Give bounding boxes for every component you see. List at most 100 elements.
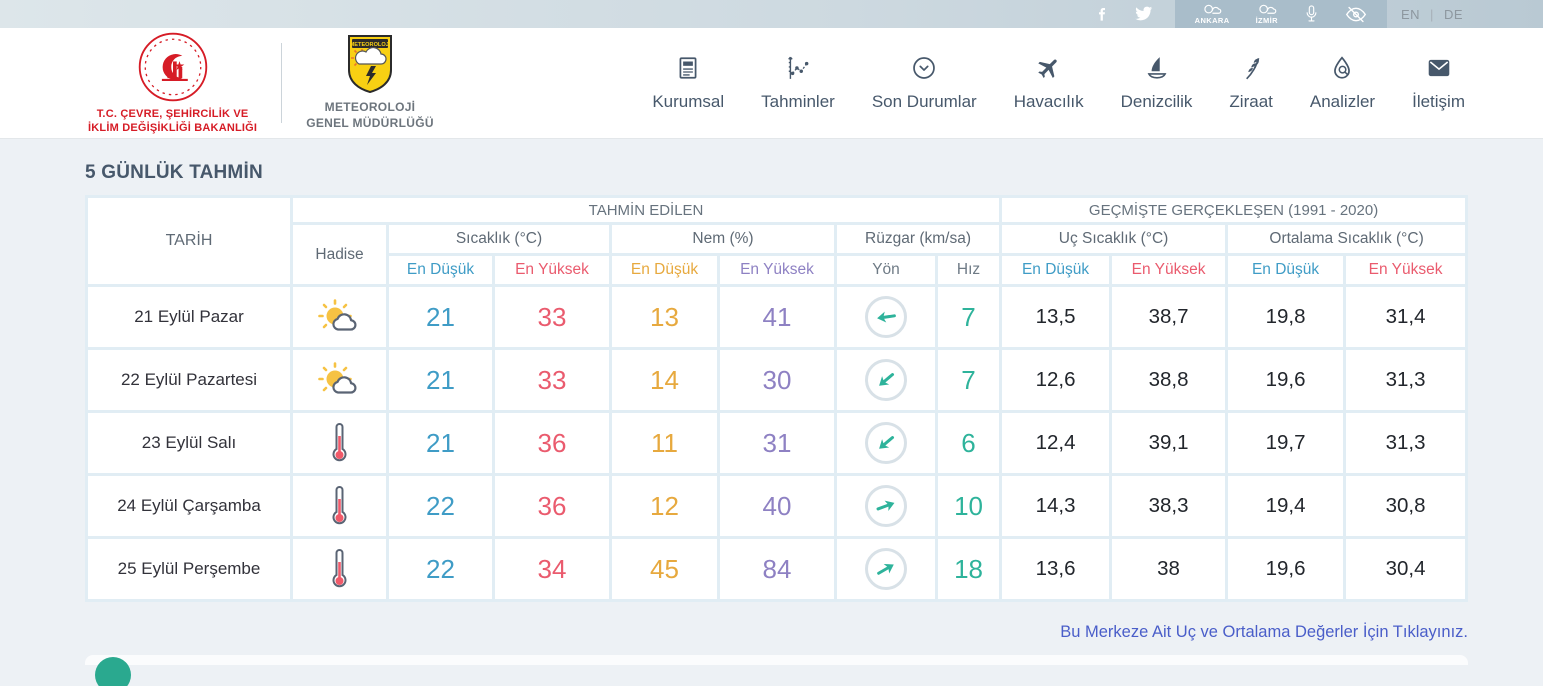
cell-avg-min: 19,8 [1225, 284, 1347, 350]
cell-hum-max: 30 [717, 347, 837, 413]
nav-item-kurumsal[interactable]: Kurumsal [652, 55, 724, 112]
cell-temp-max: 36 [492, 410, 612, 476]
cell-temp-max: 33 [492, 284, 612, 350]
city-label: ANKARA [1194, 16, 1230, 26]
nav-label: Tahminler [761, 91, 835, 111]
group-extreme-temp: Uç Sıcaklık (°C) [999, 222, 1229, 256]
accessibility-eye-icon[interactable] [1345, 6, 1367, 23]
cell-temp-max: 36 [492, 473, 612, 539]
forecast-table: TARİH TAHMİN EDİLEN GEÇMİŞTE GERÇEKLEŞEN… [85, 195, 1469, 602]
subheader-wind-dir: Yön [834, 253, 938, 287]
chat-widget-button[interactable] [95, 657, 131, 686]
cell-ext-max: 38,3 [1109, 473, 1229, 539]
nav-label: Analizler [1309, 91, 1376, 111]
agency-logo[interactable]: METEOROLOJİ METEOROLOJİ GENEL MÜDÜRLÜĞÜ [306, 34, 434, 131]
nav-label: Son Durumlar [871, 91, 977, 111]
wind-direction-arrow-icon [877, 563, 894, 575]
group-header-historical: GEÇMİŞTE GERÇEKLEŞEN (1991 - 2020) [999, 195, 1469, 225]
nav-label: Ziraat [1229, 91, 1273, 111]
cell-avg-min: 19,4 [1225, 473, 1347, 539]
subheader-ext-min: En Düşük [999, 253, 1113, 287]
nav-item-iletisim[interactable]: İletişim [1412, 55, 1465, 112]
col-header-hadise: Hadise [290, 222, 389, 287]
subheader-wind-speed: Hız [934, 253, 1003, 287]
wind-direction-arrow-icon [879, 373, 895, 386]
nav-item-ziraat[interactable]: Ziraat [1229, 55, 1273, 112]
center-values-link[interactable]: Bu Merkeze Ait Uç ve Ortalama Değerler İ… [1060, 623, 1468, 641]
cell-ext-min: 12,6 [999, 347, 1113, 413]
table-row: 22 Eylül Pazartesi 21 33 14 30 [85, 347, 1469, 413]
cell-wind-speed: 10 [934, 473, 1003, 539]
cell-ext-min: 13,6 [999, 536, 1113, 602]
nav-item-tahminler[interactable]: Tahminler [761, 55, 835, 112]
facebook-icon[interactable] [1094, 6, 1110, 22]
nav-item-analizler[interactable]: Analizler [1310, 55, 1375, 112]
main-nav: Kurumsal Tahminler Son Durumlar Havacılı… [652, 55, 1465, 112]
wind-direction-arrow-icon [879, 436, 895, 449]
cell-temp-min: 21 [386, 284, 495, 350]
cell-avg-max: 31,4 [1343, 284, 1469, 350]
microphone-icon[interactable] [1304, 4, 1319, 24]
nav-item-denizcilik[interactable]: Denizcilik [1121, 55, 1192, 112]
subheader-avg-min: En Düşük [1225, 253, 1347, 287]
site-header: T.C. ÇEVRE, ŞEHİRCİLİK VE İKLİM DEĞİŞİKL… [0, 28, 1543, 139]
nav-item-havacilik[interactable]: Havacılık [1014, 55, 1084, 112]
cell-hum-min: 45 [609, 536, 720, 602]
history-link-row: Bu Merkeze Ait Uç ve Ortalama Değerler İ… [85, 623, 1468, 642]
cell-hum-max: 41 [717, 284, 837, 350]
ministry-emblem-icon [138, 33, 207, 102]
cell-hum-min: 14 [609, 347, 720, 413]
wheat-icon [1246, 57, 1260, 79]
cell-hum-min: 12 [609, 473, 720, 539]
lang-separator: | [1430, 6, 1434, 22]
table-row: 23 Eylül Salı 21 36 11 31 [85, 410, 1469, 476]
footer-strip [85, 655, 1468, 686]
wind-direction-arrow-icon [876, 500, 895, 511]
group-header-predicted: TAHMİN EDİLEN [289, 195, 1003, 225]
logo-divider [281, 43, 283, 123]
weather-city-icon [1204, 5, 1222, 15]
agency-name: METEOROLOJİ GENEL MÜDÜRLÜĞÜ [306, 100, 434, 130]
group-humidity: Nem (%) [609, 222, 837, 256]
cell-temp-max: 33 [492, 347, 612, 413]
cell-avg-max: 31,3 [1343, 347, 1469, 413]
cell-date: 21 Eylül Pazar [85, 284, 293, 350]
clipboard-icon [679, 56, 697, 79]
subheader-hum-min: En Düşük [609, 253, 720, 287]
cell-hum-max: 40 [717, 473, 837, 539]
table-row: 21 Eylül Pazar 21 33 13 41 [85, 284, 1469, 350]
ministry-name: T.C. ÇEVRE, ŞEHİRCİLİK VE İKLİM DEĞİŞİKL… [88, 108, 258, 134]
cell-wind-dir [834, 410, 938, 476]
twitter-icon[interactable] [1134, 6, 1153, 22]
cell-ext-min: 13,5 [999, 284, 1113, 350]
cell-temp-min: 22 [386, 473, 495, 539]
cell-wind-speed: 18 [934, 536, 1003, 602]
droplet-search-icon [1334, 55, 1351, 79]
svg-text:METEOROLOJİ: METEOROLOJİ [350, 41, 391, 48]
subheader-temp-max: En Yüksek [492, 253, 612, 287]
nav-item-son-durumlar[interactable]: Son Durumlar [872, 55, 977, 112]
cell-wind-dir [834, 284, 938, 350]
subheader-temp-min: En Düşük [386, 253, 495, 287]
ministry-logo[interactable]: T.C. ÇEVRE, ŞEHİRCİLİK VE İKLİM DEĞİŞİKL… [88, 30, 257, 136]
city-button-izmir[interactable]: İZMİR [1256, 3, 1278, 25]
cell-wind-dir [834, 473, 938, 539]
cell-avg-min: 19,6 [1225, 536, 1347, 602]
nav-label: Kurumsal [652, 91, 725, 111]
clock-chevron-icon [913, 56, 936, 79]
lang-en[interactable]: EN [1400, 6, 1421, 22]
cell-condition [290, 410, 389, 476]
envelope-icon [1428, 59, 1449, 76]
lang-de[interactable]: DE [1443, 6, 1463, 22]
content-area: 5 GÜNLÜK TAHMİN TARİH TAHMİN EDİLEN GEÇM… [0, 162, 1543, 686]
group-wind: Rüzgar (km/sa) [833, 222, 1003, 256]
city-button-ankara[interactable]: ANKARA [1195, 3, 1230, 25]
sailboat-icon [1147, 56, 1166, 79]
subheader-ext-max: En Yüksek [1109, 253, 1229, 287]
cell-avg-max: 30,8 [1343, 473, 1469, 539]
topbar-city-panel: ANKARA İZMİR [1174, 0, 1387, 28]
cell-ext-max: 38,8 [1109, 347, 1229, 413]
cell-temp-min: 21 [386, 347, 495, 413]
cell-wind-speed: 6 [934, 410, 1003, 476]
plane-icon [1037, 58, 1057, 78]
